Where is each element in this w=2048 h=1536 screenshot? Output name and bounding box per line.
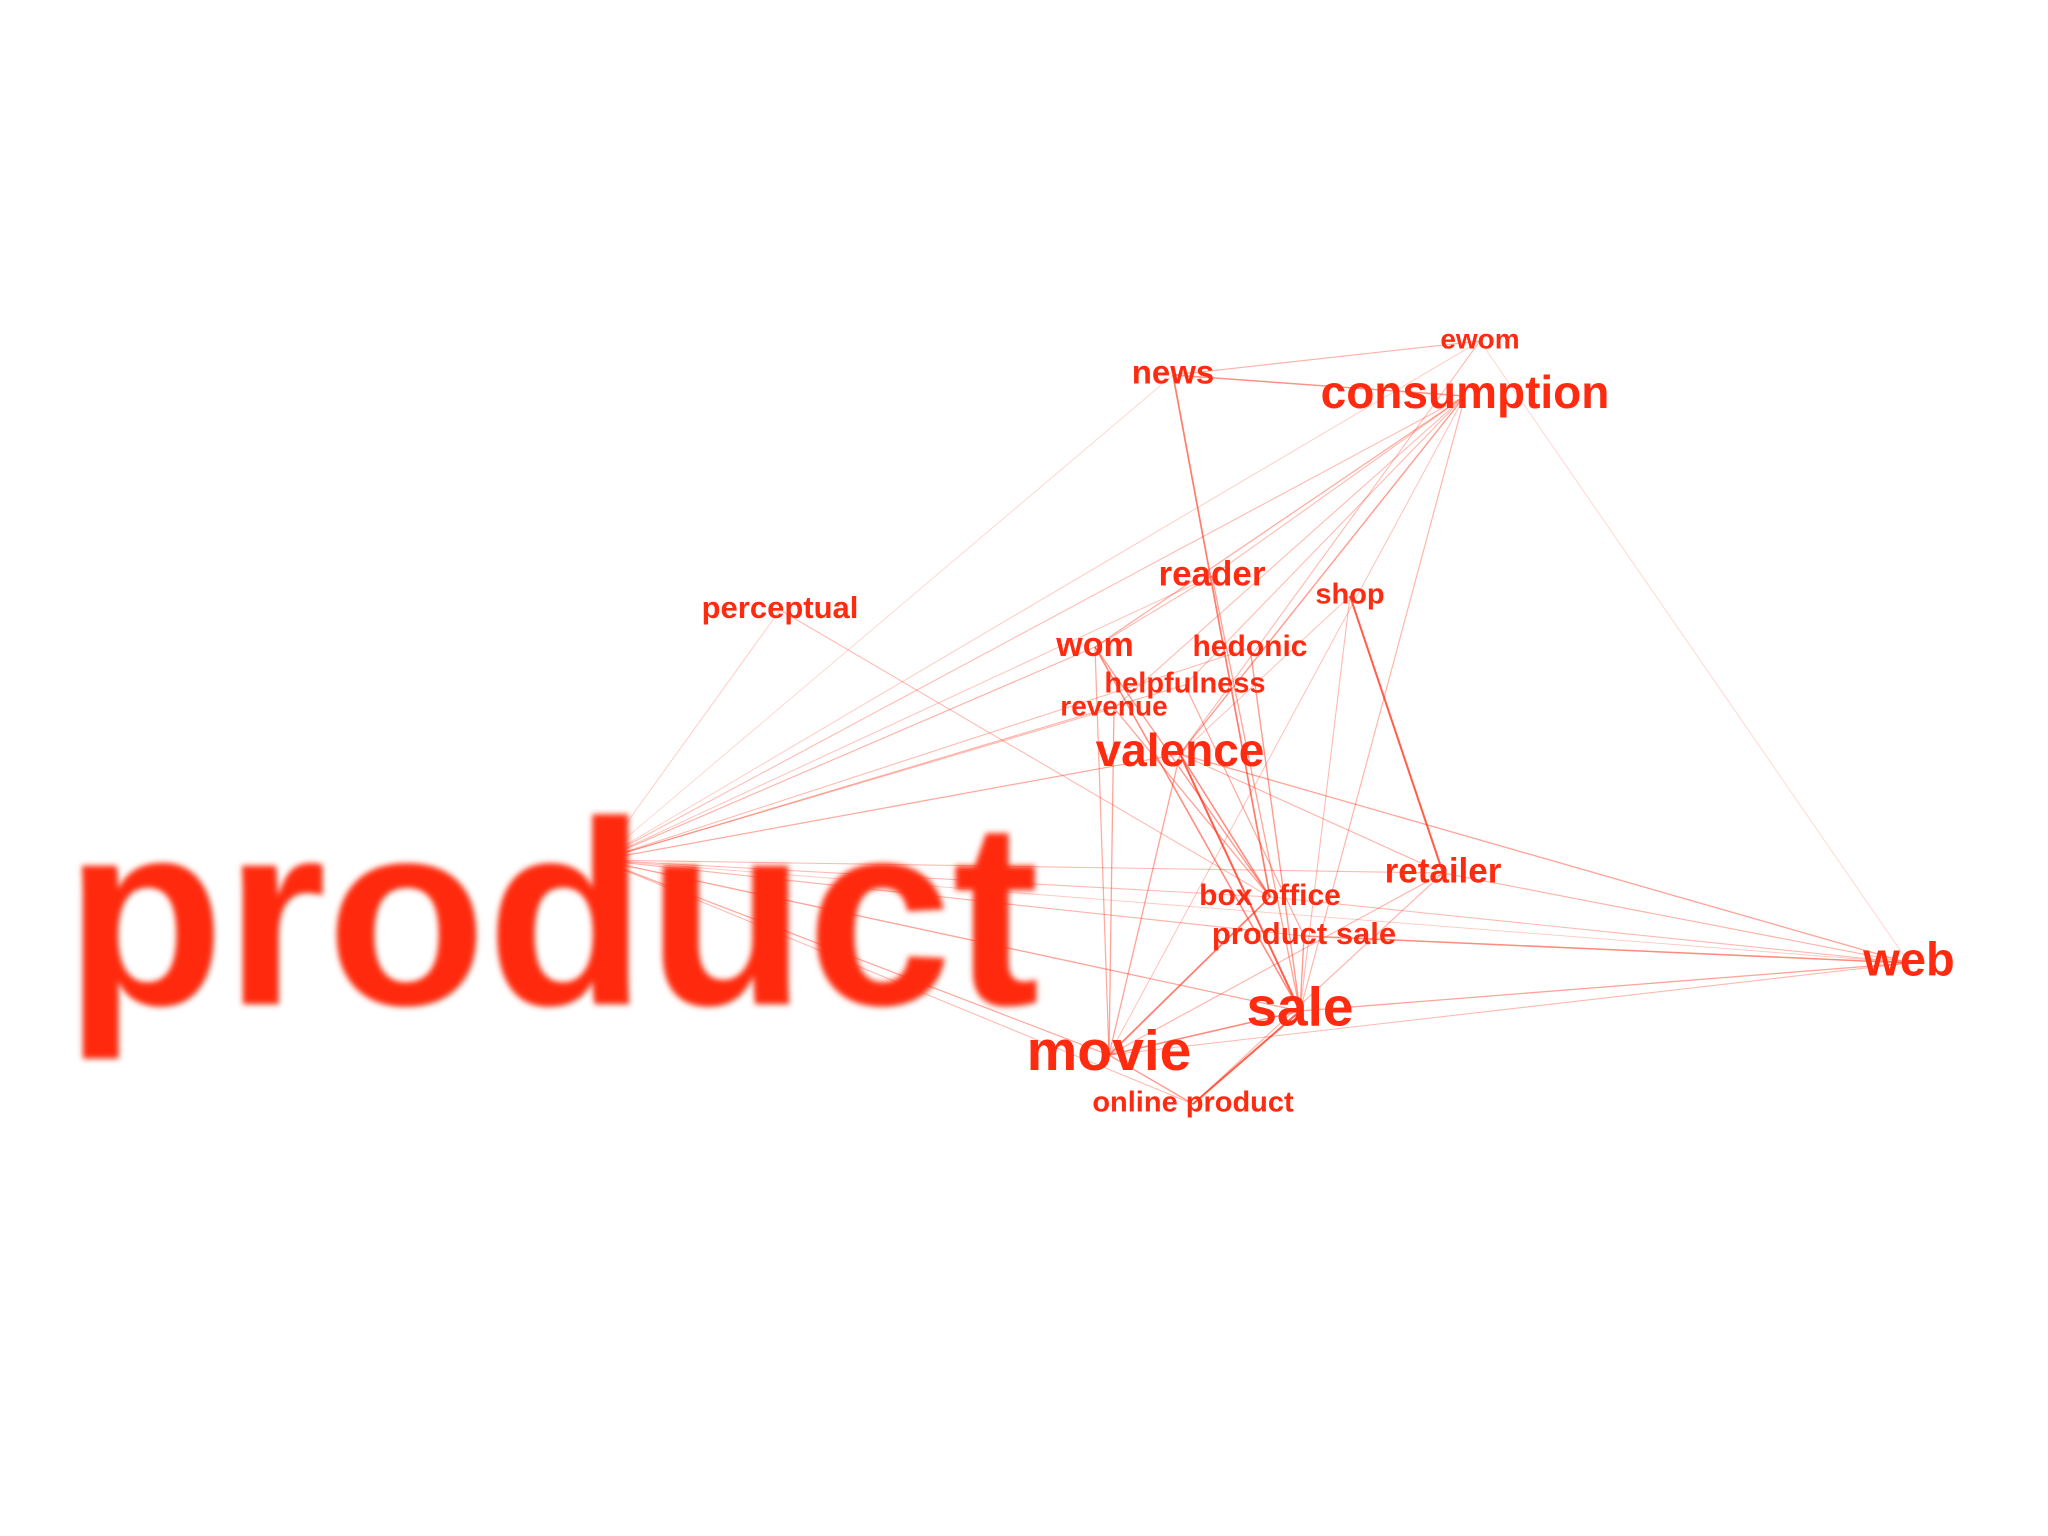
edge-movie-web bbox=[1108, 962, 1910, 1056]
term-product-sale[interactable]: product sale bbox=[1212, 916, 1396, 951]
edge-sale-web bbox=[1299, 962, 1910, 1012]
edge-valence-product bbox=[599, 753, 1181, 861]
edge-consumption-helpfulness bbox=[1184, 395, 1466, 686]
edge-hedonic-sale bbox=[1249, 647, 1301, 1012]
term-perceptual[interactable]: perceptual bbox=[702, 590, 859, 625]
edge-consumption-reader bbox=[1211, 395, 1466, 577]
edge-consumption-revenue bbox=[1113, 395, 1466, 709]
edge-box-office-product bbox=[599, 859, 1271, 898]
edge-reader-wom bbox=[1094, 575, 1213, 648]
term-hedonic[interactable]: hedonic bbox=[1192, 630, 1307, 663]
edge-ewom-valence bbox=[1179, 340, 1481, 755]
edge-consumption-wom bbox=[1094, 395, 1466, 648]
edge-retailer-movie bbox=[1108, 872, 1444, 1056]
edge-sale-movie bbox=[1108, 1010, 1301, 1056]
edge-news-consumption bbox=[1172, 374, 1466, 397]
edge-layer bbox=[599, 340, 1910, 1105]
edge-valence-sale bbox=[1179, 753, 1301, 1012]
edge-box-office-web bbox=[1269, 896, 1910, 964]
edge-consumption-sale bbox=[1299, 395, 1466, 1012]
edge-consumption-valence bbox=[1179, 395, 1466, 755]
edge-sale-product-sale bbox=[1299, 935, 1305, 1012]
term-helpfulness[interactable]: helpfulness bbox=[1104, 668, 1265, 700]
term-consumption[interactable]: consumption bbox=[1321, 366, 1610, 418]
edge-wom-product bbox=[599, 646, 1096, 861]
edge-sale-online-product bbox=[1192, 1010, 1301, 1105]
edge-news-box-office bbox=[1172, 374, 1271, 898]
term-box-office[interactable]: box office bbox=[1199, 879, 1341, 912]
edge-perceptual-box-office bbox=[779, 609, 1271, 898]
edge-news-product bbox=[599, 374, 1174, 861]
term-ewom[interactable]: ewom bbox=[1440, 323, 1519, 354]
edge-movie-online-product bbox=[1108, 1054, 1194, 1105]
edge-ewom-web bbox=[1479, 340, 1910, 964]
edge-online-product-product bbox=[599, 859, 1194, 1105]
edge-consumption-product bbox=[599, 395, 1466, 861]
edge-reader-product bbox=[599, 575, 1213, 861]
term-shop[interactable]: shop bbox=[1315, 579, 1384, 611]
term-valence[interactable]: valence bbox=[1096, 724, 1265, 776]
edge-sale-product bbox=[599, 859, 1301, 1012]
edge-helpfulness-product bbox=[599, 684, 1186, 861]
edge-shop-valence bbox=[1179, 595, 1351, 755]
edge-wom-movie bbox=[1094, 646, 1110, 1056]
term-revenue[interactable]: revenue bbox=[1060, 690, 1167, 721]
term-layer: product consumption ewom news reader sho… bbox=[64, 323, 1954, 1118]
edge-valence-box-office bbox=[1179, 753, 1271, 898]
edge-shop-retailer bbox=[1349, 595, 1444, 874]
edge-product-sale-product bbox=[599, 859, 1305, 937]
edge-valence-movie bbox=[1108, 753, 1181, 1056]
edge-web-product bbox=[599, 859, 1910, 964]
edge-hedonic-product bbox=[599, 647, 1251, 861]
edge-revenue-movie bbox=[1108, 707, 1115, 1056]
edge-retailer-web bbox=[1442, 872, 1910, 964]
edge-wom-sale bbox=[1094, 646, 1301, 1012]
term-wom[interactable]: wom bbox=[1055, 626, 1133, 664]
term-retailer[interactable]: retailer bbox=[1385, 851, 1502, 890]
edge-news-ewom bbox=[1172, 340, 1481, 376]
edge-valence-retailer bbox=[1179, 753, 1444, 874]
term-reader[interactable]: reader bbox=[1158, 554, 1265, 593]
term-online-product[interactable]: online product bbox=[1092, 1087, 1294, 1119]
edge-revenue-box-office bbox=[1113, 707, 1271, 898]
edge-movie-product bbox=[599, 859, 1110, 1056]
edge-wom-box-office bbox=[1094, 646, 1271, 898]
edge-reader-sale bbox=[1211, 575, 1301, 1012]
term-movie[interactable]: movie bbox=[1027, 1019, 1192, 1083]
edge-perceptual-product bbox=[599, 609, 781, 861]
edge-consumption-movie bbox=[1108, 395, 1466, 1056]
edge-valence-web bbox=[1179, 753, 1910, 964]
edge-retailer-online-product bbox=[1192, 872, 1444, 1105]
term-sale[interactable]: sale bbox=[1246, 976, 1353, 1038]
edge-shop-sale bbox=[1299, 595, 1351, 1012]
term-product[interactable]: product bbox=[64, 767, 1039, 1061]
edge-helpfulness-product-sale bbox=[1184, 684, 1305, 937]
edge-box-office-movie bbox=[1108, 896, 1271, 1056]
term-news[interactable]: news bbox=[1132, 354, 1215, 391]
edge-revenue-product bbox=[599, 707, 1115, 861]
edge-retailer-product bbox=[599, 859, 1444, 874]
term-web[interactable]: web bbox=[1862, 932, 1954, 985]
edge-product-sale-web bbox=[1303, 935, 1910, 964]
edge-ewom-product bbox=[599, 340, 1481, 861]
